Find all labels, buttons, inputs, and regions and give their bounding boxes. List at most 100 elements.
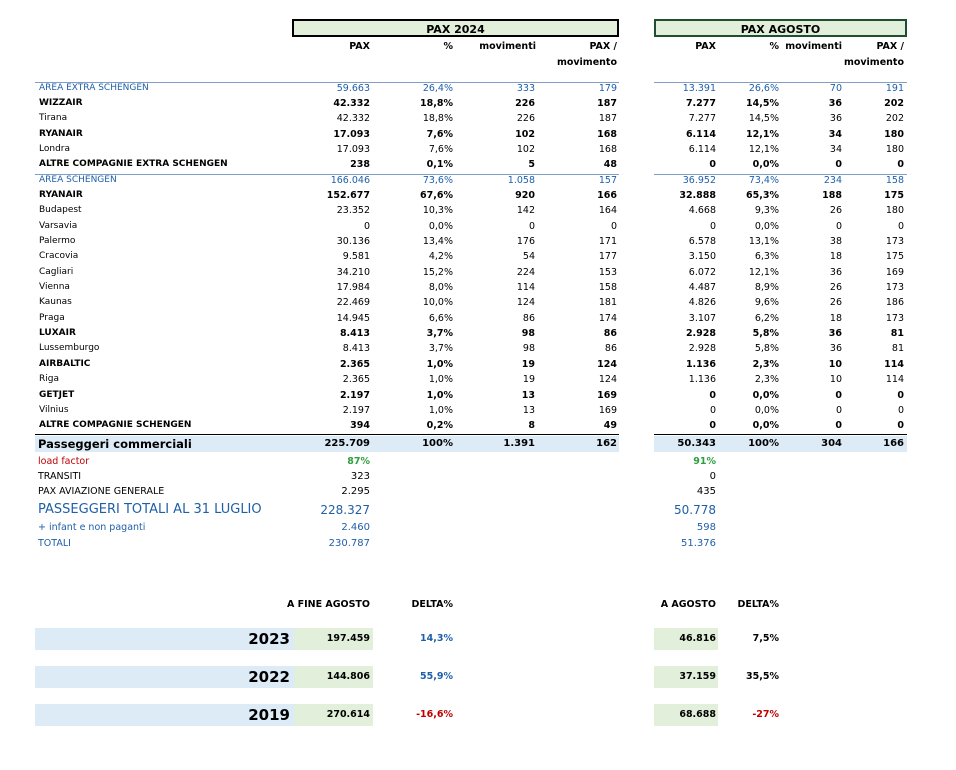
cell-amov: 36 (828, 97, 842, 109)
row-label: Varsavia (39, 220, 78, 231)
cell-amov: 0 (835, 404, 842, 416)
cell-appm: 175 (884, 189, 904, 201)
cell-appm: 158 (885, 174, 904, 186)
totals-label: Passeggeri commerciali (38, 437, 192, 451)
col-ppm: PAX / (589, 41, 617, 52)
cell-pct: 3,7% (426, 328, 453, 340)
cell-ppm: 169 (598, 404, 617, 416)
col-ppm2: movimento (556, 57, 617, 68)
cell-pct: 67,6% (420, 189, 453, 201)
cell-pct: 0,1% (426, 159, 453, 171)
cell-ppm: 168 (598, 143, 617, 155)
cell-mov: 13 (521, 389, 535, 401)
cell-amov: 0 (835, 420, 842, 432)
cell-pct: 7,6% (426, 128, 453, 140)
cell-apct: 65,3% (746, 189, 779, 201)
cell-ppm: 179 (598, 82, 617, 94)
delta2-value: 7,5% (752, 633, 779, 644)
cell-pct: 18,8% (422, 113, 453, 125)
cell-appm: 114 (884, 358, 904, 370)
cell-pct: 7,6% (428, 143, 453, 155)
cell-mov: 19 (521, 358, 535, 370)
row-label: Palermo (39, 236, 76, 246)
fine-agosto-value: 197.459 (326, 633, 370, 644)
row-label: WIZZAIR (39, 97, 83, 108)
area-divider (35, 81, 619, 83)
totals-pct: 100% (422, 438, 453, 449)
totals-amov: 304 (821, 438, 842, 449)
delta-value: -16,6% (416, 709, 453, 720)
cell-pct: 1,0% (426, 358, 453, 370)
aviazione-value: 2.295 (341, 486, 370, 497)
cell-pct: 18,8% (420, 97, 453, 109)
col-mov: movimenti (479, 41, 536, 52)
cell-mov: 0 (528, 220, 535, 232)
a-agosto-box (654, 628, 718, 650)
cell-appm: 180 (884, 128, 904, 140)
row-label: AIRBALTIC (39, 358, 91, 369)
cell-amov: 38 (829, 236, 842, 247)
row-label: Londra (39, 143, 70, 154)
cell-pax: 2.197 (342, 404, 370, 416)
year-bar (35, 666, 373, 688)
row-label: ALTRE COMPAGNIE SCHENGEN (39, 420, 192, 431)
cell-appm: 202 (885, 113, 904, 125)
cell-apct: 13,1% (748, 236, 779, 247)
cell-appm: 0 (897, 420, 904, 432)
totals-divider (35, 434, 619, 435)
totals-divider (654, 434, 907, 435)
cell-mov: 98 (521, 328, 535, 340)
cell-apct: 6,2% (754, 312, 779, 324)
cell-amov: 36 (829, 343, 842, 355)
totali-label: TOTALI (38, 538, 71, 549)
cell-apax: 2.928 (688, 343, 716, 355)
cell-pax: 0 (363, 220, 370, 232)
cell-apct: 9,6% (754, 297, 779, 309)
cell-apax: 7.277 (685, 97, 716, 109)
totals-apax: 50.343 (677, 438, 716, 449)
cell-mov: 142 (516, 205, 535, 217)
totals-shade-right (654, 436, 907, 452)
cell-apax: 0 (709, 220, 716, 232)
cell-ppm: 158 (598, 282, 617, 294)
cell-apax: 6.578 (688, 236, 716, 247)
delta-value: 14,3% (420, 633, 453, 644)
cell-apax: 6.114 (685, 128, 716, 140)
cell-pct: 3,7% (428, 343, 453, 355)
cell-mov: 98 (522, 343, 535, 355)
passeggeri-totali-value: 228.327 (320, 503, 370, 517)
cell-apct: 5,8% (754, 343, 779, 355)
cell-apct: 12,1% (748, 266, 779, 278)
cell-ppm: 177 (598, 251, 617, 263)
cell-apct: 14,5% (748, 113, 779, 125)
cell-apct: 26,6% (748, 82, 779, 94)
cell-apax: 36.952 (682, 174, 716, 186)
cell-amov: 234 (823, 174, 842, 186)
infant-agosto: 598 (696, 522, 716, 533)
cell-apax: 3.150 (688, 251, 716, 263)
cell-apct: 2,3% (752, 358, 779, 370)
row-label: AREA EXTRA SCHENGEN (39, 82, 149, 93)
cell-apax: 0 (709, 389, 716, 401)
cell-mov: 5 (528, 159, 535, 171)
cell-apax: 2.928 (685, 328, 716, 340)
col-appm2: movimento (843, 57, 904, 68)
year-bar (35, 704, 373, 726)
transiti-agosto: 0 (709, 471, 716, 482)
cell-amov: 10 (829, 374, 842, 386)
cell-mov: 226 (516, 113, 535, 125)
cell-appm: 169 (885, 266, 904, 278)
cell-ppm: 49 (603, 420, 617, 432)
cell-mov: 1.058 (507, 174, 535, 186)
cell-mov: 176 (516, 236, 535, 247)
cell-amov: 36 (829, 113, 842, 125)
cell-ppm: 174 (598, 312, 617, 324)
load-factor-agosto: 91% (693, 456, 716, 467)
row-label: Cracovia (39, 251, 79, 262)
cell-appm: 175 (885, 251, 904, 263)
row-label: GETJET (39, 389, 75, 400)
infant-value: 2.460 (341, 522, 370, 533)
cell-pax: 17.093 (336, 143, 370, 155)
cell-ppm: 86 (603, 328, 617, 340)
cell-pct: 15,2% (422, 266, 453, 278)
